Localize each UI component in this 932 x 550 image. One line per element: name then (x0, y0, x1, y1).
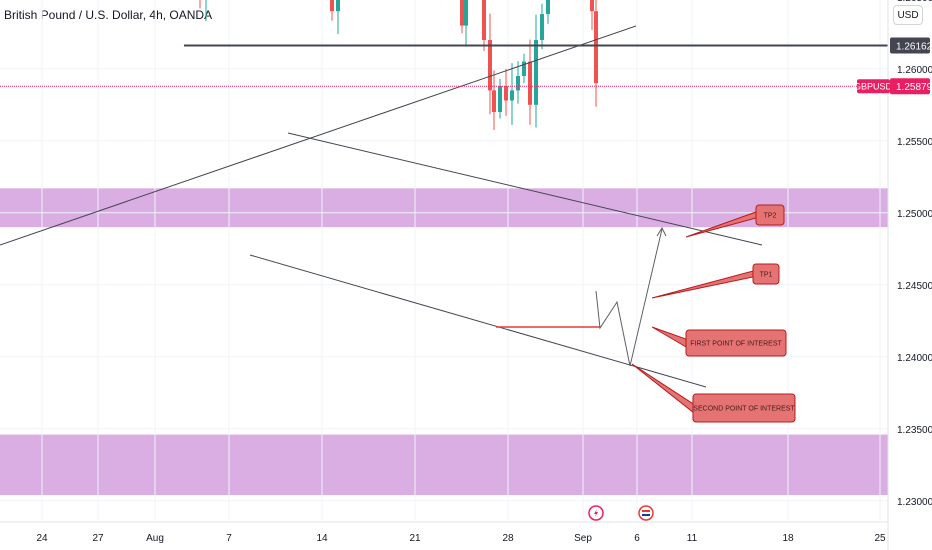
symbol-label: GBPUSD (854, 82, 893, 92)
candle-body (516, 76, 520, 91)
y-tick-label: 1.24000 (897, 353, 932, 364)
x-tick-label: 11 (687, 533, 698, 544)
candle-body (510, 90, 514, 101)
candle-body (522, 61, 526, 76)
projection-arrowhead (656, 226, 667, 237)
y-tick-label: 1.23500 (897, 425, 932, 436)
upper-channel-line (287, 132, 763, 246)
x-tick-label: 25 (874, 533, 886, 544)
projection-path (595, 228, 663, 367)
y-tick-label: 1.23000 (897, 497, 932, 508)
chart-title: British Pound / U.S. Dollar, 4h, OANDA (4, 8, 213, 22)
candle-body (534, 40, 538, 105)
earnings-icon-bolt (594, 509, 598, 517)
flag-icon-stripe (642, 514, 650, 516)
first-poi-callout-pointer (651, 326, 687, 348)
candle-body (498, 86, 502, 112)
second-poi-callout-label: SECOND POINT OF INTEREST (693, 406, 795, 413)
candle-body (488, 40, 492, 91)
current-price-label: 1.25879 (896, 82, 932, 93)
symbol-tag (857, 79, 890, 94)
candle-body (540, 14, 544, 40)
currency-button[interactable]: USD (893, 5, 923, 25)
candle-body (330, 0, 334, 12)
flag-icon-stripe (642, 510, 650, 512)
first-poi-callout-box (685, 329, 787, 357)
candle-body (594, 11, 598, 84)
flag-icon-circle (638, 505, 654, 521)
x-tick-label: 28 (502, 533, 514, 544)
x-tick-label: Sep (574, 533, 592, 544)
candle-body (336, 0, 340, 12)
level-price-label: 1.26162 (896, 41, 932, 52)
y-tick-label: 1.26500 (897, 0, 932, 4)
lower-zone (0, 188, 888, 228)
x-tick-label: 18 (782, 533, 794, 544)
first-poi-callout-label: FIRST POINT OF INTEREST (690, 341, 782, 348)
candle-body (460, 0, 464, 26)
rising-trend-line (0, 25, 637, 246)
x-tick-label: 21 (409, 533, 421, 544)
current-price-tag (890, 78, 930, 95)
x-tick-label: 27 (92, 533, 104, 544)
second-poi-callout-box (692, 393, 796, 423)
x-tick-label: 24 (36, 533, 48, 544)
zones-layer (0, 188, 888, 496)
x-tick-label: 14 (316, 533, 328, 544)
y-tick-label: 1.25000 (897, 209, 932, 220)
second-poi-callout-pointer (631, 363, 694, 414)
candle-body (590, 0, 594, 12)
candle-body (482, 0, 486, 40)
earnings-icon (588, 505, 604, 521)
tp1-callout-box (752, 263, 780, 285)
drawings-layer: TP2 TP1 FIRST POINT OF INTEREST SECOND POIN… (0, 25, 888, 423)
grid-layer (0, 0, 888, 520)
x-tick-label: 6 (634, 533, 640, 544)
y-tick-label: 1.26000 (897, 65, 932, 76)
candle-body (504, 86, 508, 101)
x-tick-label: 7 (226, 533, 232, 544)
candle-body (492, 90, 496, 112)
flag-icon (638, 505, 654, 521)
bottom-zone (0, 434, 888, 496)
candles-layer (199, 0, 598, 130)
tp2-callout-label: TP2 (764, 213, 777, 220)
level-price-tag (890, 37, 930, 54)
y-tick-label: 1.25500 (897, 137, 932, 148)
y-tick-label: 1.24500 (897, 281, 932, 292)
candle-body (546, 0, 550, 15)
candle-body (464, 0, 468, 26)
x-tick-label: Aug (146, 533, 164, 544)
tp1-callout-label: TP1 (760, 272, 773, 279)
candle-body (528, 61, 532, 105)
tp2-callout-box (755, 204, 785, 226)
